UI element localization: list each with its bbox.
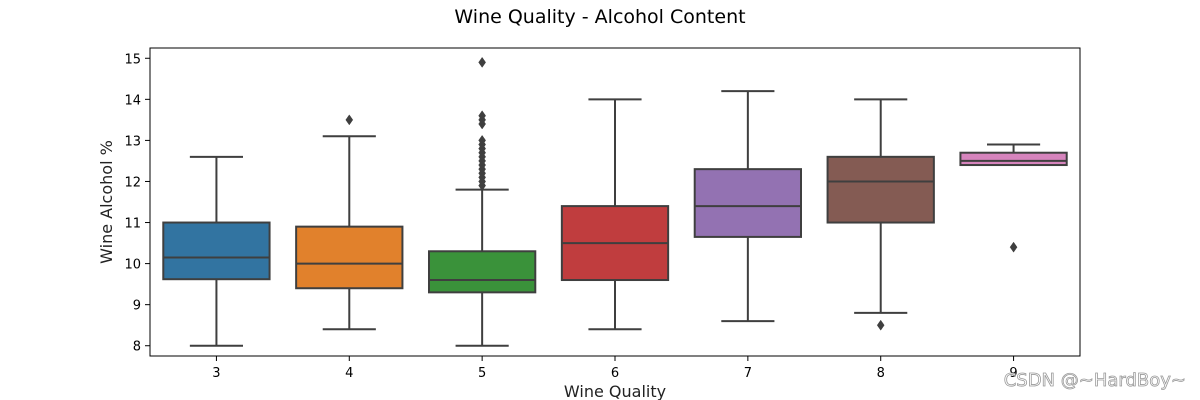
iqr-box xyxy=(826,155,935,224)
y-tick-label: 8 xyxy=(133,340,141,355)
box-quality-5 xyxy=(428,56,537,347)
boxes-group xyxy=(162,56,1068,347)
x-tick-label: 9 xyxy=(1009,366,1017,381)
x-tick-label: 6 xyxy=(611,366,619,381)
y-axis: 8 9 10 11 12 13 14 15 xyxy=(124,52,150,355)
y-tick-label: 13 xyxy=(124,134,141,149)
watermark: CSDN @~HardBoy~ xyxy=(1004,370,1186,391)
y-tick-label: 11 xyxy=(124,217,141,232)
chart-title: Wine Quality - Alcohol Content xyxy=(454,6,745,28)
iqr-box xyxy=(959,151,1068,167)
box-quality-8 xyxy=(826,98,935,331)
x-tick-label: 8 xyxy=(877,366,885,381)
box-quality-9 xyxy=(959,143,1068,253)
outlier-point xyxy=(478,56,486,68)
y-axis-label: Wine Alcohol % xyxy=(97,140,116,264)
outlier-point xyxy=(478,110,486,122)
y-tick-label: 12 xyxy=(124,175,141,190)
box-quality-3 xyxy=(162,155,271,347)
iqr-box xyxy=(295,225,404,290)
iqr-box xyxy=(693,168,803,238)
y-tick-label: 15 xyxy=(124,52,141,67)
box-quality-7 xyxy=(693,90,803,323)
x-tick-label: 4 xyxy=(345,366,353,381)
outlier-point xyxy=(1009,241,1018,253)
x-axis-label: Wine Quality xyxy=(564,382,666,400)
y-tick-label: 10 xyxy=(124,258,141,273)
x-tick-label: 3 xyxy=(212,366,220,381)
iqr-box xyxy=(162,221,271,281)
x-axis: 3 4 5 6 7 8 9 xyxy=(212,356,1018,381)
box-quality-4 xyxy=(295,114,404,331)
x-tick-label: 7 xyxy=(744,366,752,381)
outlier-point xyxy=(345,114,354,126)
outlier-point xyxy=(876,319,885,331)
x-tick-label: 5 xyxy=(478,366,486,381)
box-quality-6 xyxy=(560,98,670,331)
outlier-point xyxy=(478,134,486,146)
y-tick-label: 14 xyxy=(124,93,141,108)
iqr-box xyxy=(428,250,537,294)
y-tick-label: 9 xyxy=(133,299,141,314)
